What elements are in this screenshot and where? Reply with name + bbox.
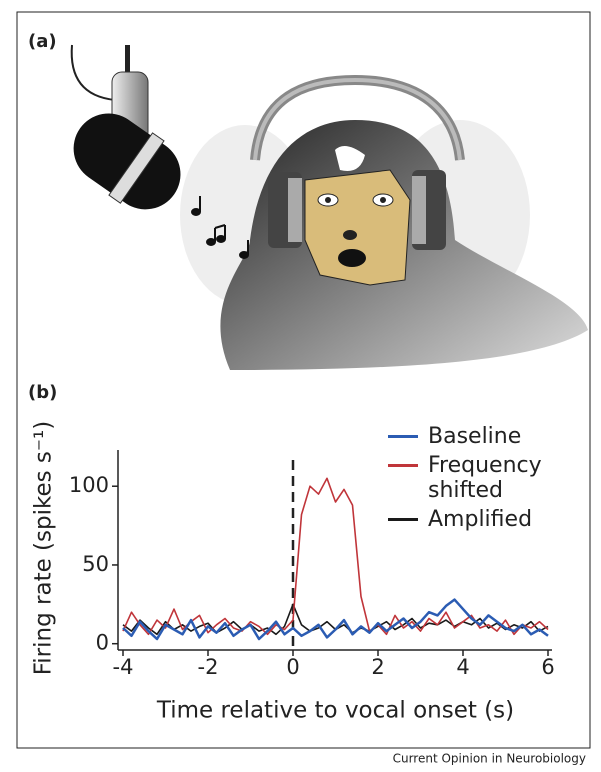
x-tick-label: 6 — [541, 655, 554, 679]
legend-swatch — [388, 464, 418, 467]
x-tick-label: -2 — [198, 655, 219, 679]
y-axis-label: Firing rate (spikes s⁻¹) — [31, 421, 57, 676]
x-axis-label: Time relative to vocal onset (s) — [156, 698, 514, 724]
y-tick-label: 50 — [82, 552, 109, 576]
legend-entry: Frequency shifted — [388, 453, 568, 503]
illustration — [58, 45, 588, 370]
x-tick-label: 0 — [286, 655, 299, 679]
legend-entry: Amplified — [388, 507, 568, 532]
page: (a) (b) Current Opinion in Neurobiology … — [0, 0, 601, 772]
legend-label: Frequency shifted — [428, 453, 568, 503]
figure: (a) (b) Current Opinion in Neurobiology … — [0, 0, 601, 772]
x-tick-label: 4 — [456, 655, 469, 679]
y-tick-label: 0 — [96, 631, 109, 655]
y-tick-label: 100 — [69, 473, 109, 497]
legend-entry: Baseline — [388, 424, 568, 449]
legend: Baseline Frequency shifted Amplified — [388, 424, 568, 536]
footer: Current Opinion in Neurobiology — [393, 752, 586, 766]
legend-swatch — [388, 435, 418, 438]
legend-label: Amplified — [428, 507, 532, 532]
panel-label: (b) — [28, 382, 57, 403]
x-tick-label: 2 — [371, 655, 384, 679]
legend-swatch — [388, 518, 418, 521]
legend-label: Baseline — [428, 424, 521, 449]
panel-label: (a) — [28, 31, 57, 52]
x-tick-label: -4 — [113, 655, 134, 679]
series-line — [123, 600, 548, 639]
